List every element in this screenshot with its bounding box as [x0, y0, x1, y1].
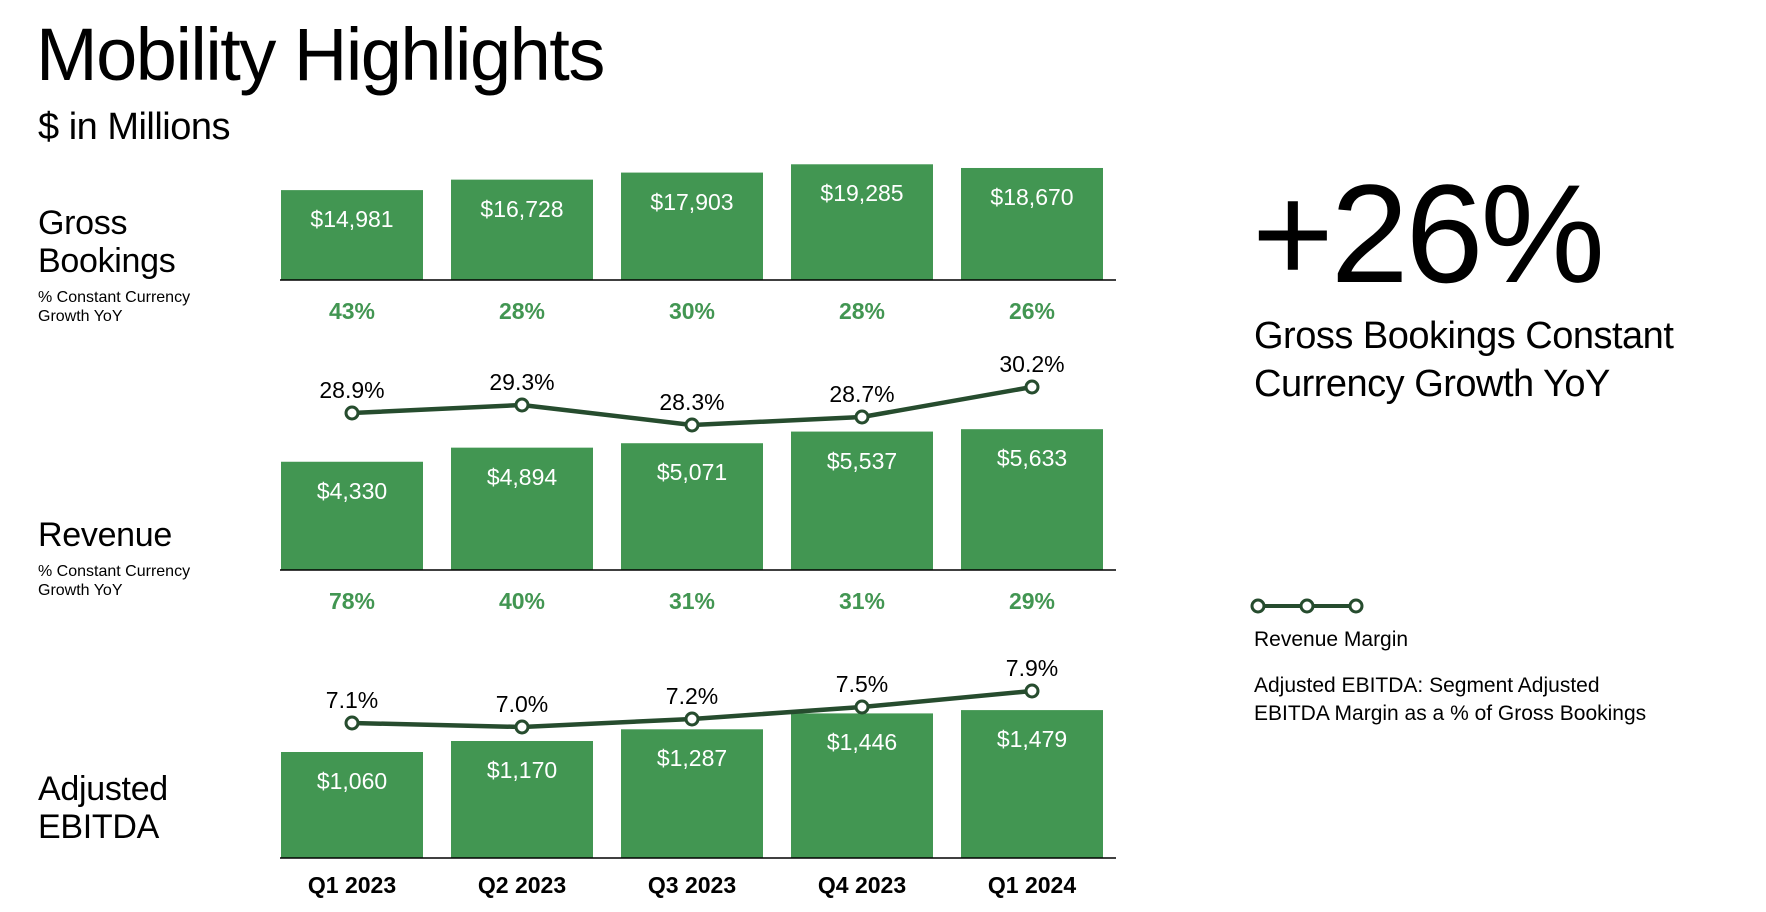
bar-label-adjusted-ebitda-4: $1,446: [826, 729, 898, 756]
margin-label-adjusted-ebitda-1: 7.1%: [325, 687, 379, 713]
bar-revenue-5: [961, 429, 1103, 570]
margin-label-revenue-1: 28.9%: [319, 377, 385, 403]
margin-point-adjusted-ebitda-5: [1024, 683, 1040, 699]
bar-label-gross-bookings-1: $14,981: [310, 206, 394, 233]
bar-gross-bookings-3: [621, 172, 763, 280]
category-label-5: Q1 2024: [987, 872, 1077, 898]
growth-revenue-3: 31%: [668, 588, 716, 614]
bar-label-revenue-1: $4,330: [316, 477, 388, 504]
row-label-gross-bookings: Gross Bookings: [38, 204, 176, 280]
bar-adjusted-ebitda-4: [791, 713, 933, 858]
bar-gross-bookings-4: [791, 164, 933, 280]
margin-point-revenue-2: [514, 397, 530, 413]
bar-label-adjusted-ebitda-2: $1,170: [486, 757, 558, 783]
growth-gross-bookings-5: 26%: [1008, 298, 1056, 324]
margin-point-revenue-5: [1024, 379, 1040, 395]
bar-revenue-2: [451, 447, 593, 570]
bar-revenue-4: [791, 431, 933, 570]
bar-label-adjusted-ebitda-1: $1,060: [316, 768, 388, 794]
bar-label-revenue-3: $5,071: [656, 459, 728, 486]
legend-line-marker: [1250, 598, 1364, 614]
category-label-4: Q4 2023: [817, 872, 907, 898]
bar-label-adjusted-ebitda-3: $1,287: [656, 745, 728, 772]
bar-label-revenue-5: $5,633: [996, 445, 1068, 472]
margin-label-revenue-5: 30.2%: [999, 351, 1065, 377]
bar-adjusted-ebitda-3: [621, 729, 763, 858]
row-note-revenue: % Constant Currency Growth YoY: [38, 563, 191, 599]
bar-revenue-1: [281, 461, 423, 570]
bar-adjusted-ebitda-5: [961, 710, 1103, 858]
bar-gross-bookings-2: [451, 179, 593, 280]
margin-label-revenue-3: 28.3%: [659, 389, 725, 415]
footnote: Adjusted EBITDA: Segment Adjusted EBITDA…: [1254, 674, 1647, 725]
bar-label-gross-bookings-5: $18,670: [990, 183, 1074, 210]
bar-label-gross-bookings-4: $19,285: [820, 180, 904, 207]
margin-point-adjusted-ebitda-4: [854, 699, 870, 715]
headline-caption: Gross Bookings Constant Currency Growth …: [1254, 315, 1674, 405]
bar-label-revenue-2: $4,894: [486, 463, 558, 490]
margin-label-adjusted-ebitda-5: 7.9%: [1005, 655, 1059, 681]
growth-gross-bookings-4: 28%: [838, 298, 886, 324]
margin-label-adjusted-ebitda-2: 7.0%: [495, 691, 549, 717]
row-label-revenue: Revenue: [38, 516, 172, 554]
margin-label-revenue-2: 29.3%: [489, 369, 555, 395]
row-label-adjusted-ebitda: Adjusted EBITDA: [38, 770, 168, 846]
bar-label-gross-bookings-3: $17,903: [650, 188, 734, 215]
bar-gross-bookings-1: [281, 190, 423, 280]
margin-point-revenue-4: [854, 409, 870, 425]
growth-gross-bookings-1: 43%: [328, 298, 376, 324]
category-label-3: Q3 2023: [647, 872, 737, 898]
margin-label-adjusted-ebitda-3: 7.2%: [665, 683, 719, 709]
growth-revenue-5: 29%: [1008, 588, 1056, 614]
headline-value: +26%: [1252, 155, 1605, 312]
bar-gross-bookings-5: [961, 167, 1103, 280]
margin-point-adjusted-ebitda-3: [684, 711, 700, 727]
bar-adjusted-ebitda-1: [281, 752, 423, 858]
category-label-2: Q2 2023: [477, 872, 567, 898]
bar-adjusted-ebitda-2: [451, 741, 593, 858]
category-label-1: Q1 2023: [307, 872, 397, 898]
growth-gross-bookings-3: 30%: [668, 298, 716, 324]
row-note-gross-bookings: % Constant Currency Growth YoY: [38, 289, 191, 325]
growth-revenue-1: 78%: [328, 588, 376, 614]
bar-label-adjusted-ebitda-5: $1,479: [996, 726, 1068, 753]
margin-label-revenue-4: 28.7%: [829, 381, 895, 407]
margin-point-adjusted-ebitda-1: [344, 715, 360, 731]
legend-label: Revenue Margin: [1254, 628, 1409, 651]
bar-revenue-3: [621, 443, 763, 570]
bar-label-revenue-4: $5,537: [826, 447, 898, 474]
page-title: Mobility Highlights: [36, 13, 605, 96]
growth-revenue-2: 40%: [498, 588, 546, 614]
growth-gross-bookings-2: 28%: [498, 298, 546, 324]
bar-label-gross-bookings-2: $16,728: [480, 195, 564, 222]
margin-point-revenue-3: [684, 417, 700, 433]
growth-revenue-4: 31%: [838, 588, 886, 614]
margin-point-revenue-1: [344, 405, 360, 421]
margin-label-adjusted-ebitda-4: 7.5%: [835, 671, 889, 697]
margin-point-adjusted-ebitda-2: [514, 719, 530, 735]
page-subtitle: $ in Millions: [38, 106, 231, 148]
